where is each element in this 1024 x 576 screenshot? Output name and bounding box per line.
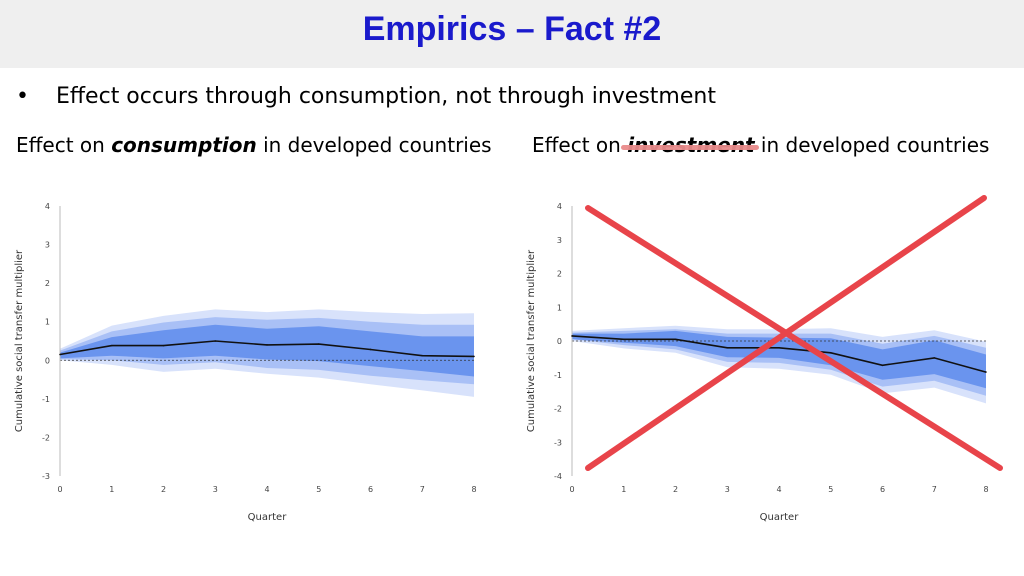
- data-point: [571, 335, 573, 337]
- left-chart-caption: Effect on consumption in developed count…: [16, 133, 492, 157]
- data-point: [622, 338, 625, 341]
- title-bar: [0, 0, 1024, 68]
- x-tick-label: 1: [621, 485, 626, 494]
- x-tick-label: 2: [161, 485, 166, 494]
- right-chart-caption: Effect on investment in developed countr…: [532, 133, 989, 157]
- y-tick-label: -3: [554, 438, 562, 447]
- x-tick-label: 1: [109, 485, 114, 494]
- data-point: [778, 346, 780, 349]
- x-tick-label: 6: [880, 485, 885, 494]
- x-tick-label: 6: [368, 485, 373, 494]
- data-point: [726, 346, 729, 349]
- cross-out-line-1: [585, 205, 1003, 471]
- data-point: [421, 354, 424, 357]
- x-tick-label: 4: [264, 485, 269, 494]
- y-tick-label: -2: [42, 433, 50, 442]
- data-point: [214, 340, 217, 342]
- strikethrough-mark: [621, 145, 759, 150]
- right-caption-prefix: Effect on: [532, 133, 628, 157]
- data-point: [933, 357, 936, 359]
- data-point: [266, 344, 268, 346]
- data-point: [317, 343, 320, 345]
- x-tick-label: 3: [725, 485, 730, 494]
- left-caption-emphasis: consumption: [111, 133, 257, 157]
- confidence-band-inner: [60, 324, 474, 377]
- data-point: [369, 348, 372, 351]
- y-tick-label: 0: [557, 337, 562, 346]
- y-axis-label: Cumulative social transfer multiplier: [14, 249, 25, 432]
- y-tick-label: 4: [557, 202, 562, 211]
- y-tick-label: 4: [45, 202, 50, 211]
- cross-out-line-2: [585, 195, 987, 471]
- data-point: [674, 338, 677, 341]
- right-caption-suffix: in developed countries: [754, 133, 990, 157]
- x-tick-label: 5: [316, 485, 321, 494]
- y-tick-label: 1: [557, 303, 562, 312]
- right-caption-emphasis-wrap: investment: [621, 133, 759, 157]
- y-tick-label: 3: [557, 236, 562, 245]
- data-point: [985, 371, 987, 373]
- data-point: [829, 352, 832, 354]
- investment-chart: 4 3 2 1 0 -1 -2 -3 -4 0 1 2 3 4 5 6 7 8 Quarter Cumulative …: [526, 195, 1003, 523]
- x-axis-label: Quarter: [248, 512, 288, 523]
- y-tick-label: 2: [45, 279, 50, 288]
- y-axis-label: Cumulative social transfer multiplier: [526, 249, 537, 432]
- x-tick-label: 8: [471, 485, 476, 494]
- x-tick-label: 5: [828, 485, 833, 494]
- left-caption-prefix: Effect on: [16, 133, 112, 157]
- y-tick-label: -4: [554, 472, 562, 481]
- x-axis-label: Quarter: [760, 512, 800, 523]
- data-point: [881, 364, 884, 367]
- x-tick-label: 0: [57, 485, 62, 494]
- data-point: [162, 344, 165, 347]
- confidence-band-inner: [572, 330, 986, 389]
- bullet-text: Effect occurs through consumption, not t…: [56, 84, 716, 109]
- data-point: [59, 353, 61, 356]
- x-tick-label: 7: [932, 485, 937, 494]
- left-caption-suffix: in developed countries: [256, 133, 492, 157]
- bullet-point: • Effect occurs through consumption, not …: [16, 84, 716, 109]
- consumption-chart: 4 3 2 1 0 -1 -2 -3 0 1 2 3 4 5 6 7 8 Quarter Cumulative so…: [14, 202, 477, 523]
- x-tick-label: 3: [213, 485, 218, 494]
- y-tick-label: 1: [45, 318, 50, 327]
- x-tick-label: 4: [776, 485, 781, 494]
- x-tick-label: 8: [983, 485, 988, 494]
- bullet-symbol: •: [16, 84, 29, 109]
- y-tick-label: -1: [554, 371, 562, 380]
- x-tick-label: 2: [673, 485, 678, 494]
- y-tick-label: -1: [42, 395, 50, 404]
- y-tick-label: 0: [45, 356, 50, 365]
- x-tick-label: 7: [420, 485, 425, 494]
- page-title: Empirics – Fact #2: [362, 10, 662, 48]
- x-tick-label: 0: [569, 485, 574, 494]
- data-point: [473, 355, 475, 358]
- y-tick-label: 2: [557, 270, 562, 279]
- y-tick-label: -2: [554, 405, 562, 414]
- y-tick-label: 3: [45, 241, 50, 250]
- data-point: [110, 344, 113, 347]
- y-tick-label: -3: [42, 472, 50, 481]
